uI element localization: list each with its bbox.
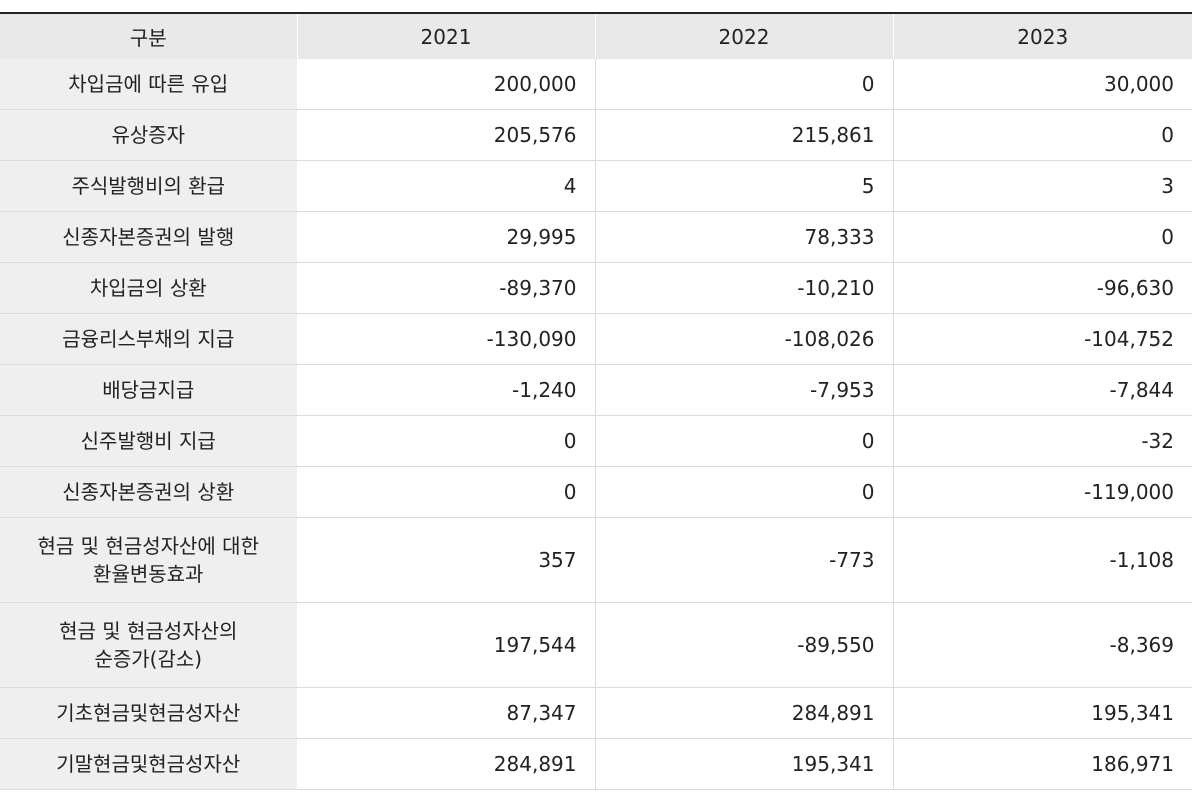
row-label: 배당금지급 [0, 364, 298, 416]
cell-2022: -773 [595, 517, 894, 603]
cell-2021: 0 [297, 466, 596, 518]
table-row: 배당금지급 -1,240 -7,953 -7,844 [0, 364, 1192, 416]
table-row: 신종자본증권의 상환 0 0 -119,000 [0, 466, 1192, 518]
row-label: 기말현금및현금성자산 [0, 738, 298, 790]
header-row: 구분 2021 2022 2023 [0, 13, 1192, 59]
cell-2021: 4 [297, 160, 596, 212]
cell-2022: 5 [595, 160, 894, 212]
cell-2021: 87,347 [297, 687, 596, 739]
cell-2021: 200,000 [297, 59, 596, 110]
cell-2021: 205,576 [297, 109, 596, 161]
cell-2021: -89,370 [297, 262, 596, 314]
row-label: 주식발행비의 환급 [0, 160, 298, 212]
row-label: 신종자본증권의 상환 [0, 466, 298, 518]
cell-2021: 197,544 [297, 602, 596, 688]
row-label: 현금 및 현금성자산의 순증가(감소) [0, 602, 298, 688]
cell-2023: 0 [893, 211, 1192, 263]
cell-2023: -1,108 [893, 517, 1192, 603]
table-row: 현금 및 현금성자산의 순증가(감소) 197,544 -89,550 -8,3… [0, 602, 1192, 688]
cell-2022: -7,953 [595, 364, 894, 416]
row-label: 기초현금및현금성자산 [0, 687, 298, 739]
cell-2023: -8,369 [893, 602, 1192, 688]
cell-2022: 284,891 [595, 687, 894, 739]
cell-2022: -89,550 [595, 602, 894, 688]
cell-2022: -10,210 [595, 262, 894, 314]
cell-2022: 215,861 [595, 109, 894, 161]
table-row: 현금 및 현금성자산에 대한 환율변동효과 357 -773 -1,108 [0, 517, 1192, 603]
row-label: 현금 및 현금성자산에 대한 환율변동효과 [0, 517, 298, 603]
table-row: 차입금의 상환 -89,370 -10,210 -96,630 [0, 262, 1192, 314]
cell-2023: -7,844 [893, 364, 1192, 416]
row-label: 유상증자 [0, 109, 298, 161]
row-label-line: 현금 및 현금성자산에 대한 [37, 534, 259, 558]
row-label-line: 환율변동효과 [93, 562, 204, 586]
header-year-2023: 2023 [893, 13, 1192, 59]
row-label: 신주발행비 지급 [0, 415, 298, 467]
cell-2021: 29,995 [297, 211, 596, 263]
cell-2021: -130,090 [297, 313, 596, 365]
table-row: 신종자본증권의 발행 29,995 78,333 0 [0, 211, 1192, 263]
cell-2022: 0 [595, 415, 894, 467]
table-row: 유상증자 205,576 215,861 0 [0, 109, 1192, 161]
row-label: 차입금의 상환 [0, 262, 298, 314]
header-year-2021: 2021 [297, 13, 596, 59]
cell-2021: 0 [297, 415, 596, 467]
header-category: 구분 [0, 13, 298, 59]
cell-2021: -1,240 [297, 364, 596, 416]
table-row: 금융리스부채의 지급 -130,090 -108,026 -104,752 [0, 313, 1192, 365]
cash-flow-table: 구분 2021 2022 2023 차입금에 따른 유입 200,000 0 3… [0, 12, 1192, 790]
header-year-2022: 2022 [595, 13, 894, 59]
row-label-line: 현금 및 현금성자산의 [59, 619, 238, 643]
table-row: 기초현금및현금성자산 87,347 284,891 195,341 [0, 687, 1192, 739]
table-row: 주식발행비의 환급 4 5 3 [0, 160, 1192, 212]
row-label-line: 순증가(감소) [94, 647, 203, 671]
cell-2022: -108,026 [595, 313, 894, 365]
cell-2022: 0 [595, 59, 894, 110]
row-label: 신종자본증권의 발행 [0, 211, 298, 263]
cell-2022: 195,341 [595, 738, 894, 790]
table-row: 기말현금및현금성자산 284,891 195,341 186,971 [0, 738, 1192, 790]
cell-2023: -96,630 [893, 262, 1192, 314]
cell-2023: -104,752 [893, 313, 1192, 365]
cell-2023: 195,341 [893, 687, 1192, 739]
cell-2023: 186,971 [893, 738, 1192, 790]
table-row: 차입금에 따른 유입 200,000 0 30,000 [0, 59, 1192, 110]
cell-2022: 78,333 [595, 211, 894, 263]
cell-2021: 284,891 [297, 738, 596, 790]
row-label: 금융리스부채의 지급 [0, 313, 298, 365]
cell-2021: 357 [297, 517, 596, 603]
table-row: 신주발행비 지급 0 0 -32 [0, 415, 1192, 467]
cell-2023: 3 [893, 160, 1192, 212]
cell-2023: -119,000 [893, 466, 1192, 518]
cell-2023: -32 [893, 415, 1192, 467]
cell-2023: 0 [893, 109, 1192, 161]
row-label: 차입금에 따른 유입 [0, 59, 298, 110]
cell-2023: 30,000 [893, 59, 1192, 110]
cell-2022: 0 [595, 466, 894, 518]
